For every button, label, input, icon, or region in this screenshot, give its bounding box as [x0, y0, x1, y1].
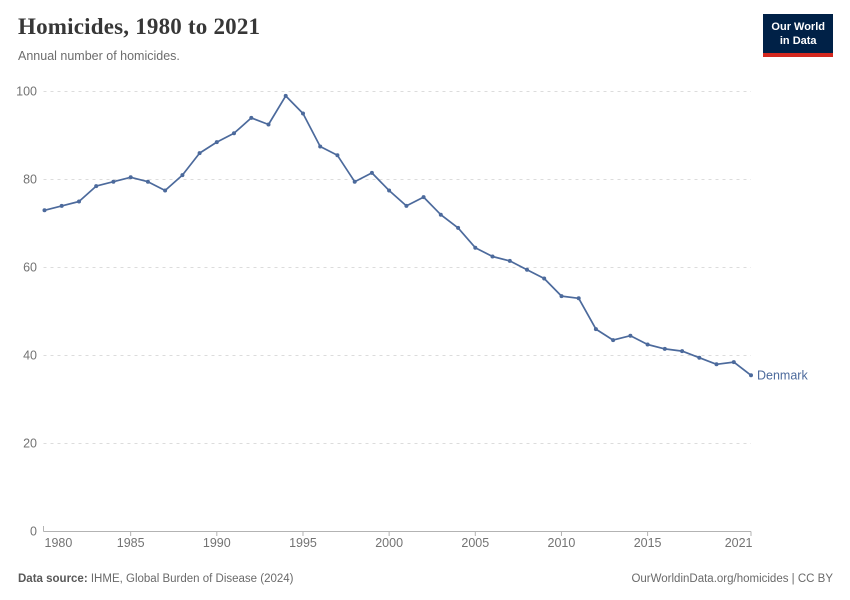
- data-point-2016[interactable]: [662, 346, 667, 351]
- data-point-2002[interactable]: [421, 195, 426, 200]
- data-point-1996[interactable]: [318, 144, 323, 149]
- data-point-1991[interactable]: [232, 131, 236, 136]
- data-point-1987[interactable]: [163, 188, 168, 193]
- data-point-1994[interactable]: [283, 93, 288, 98]
- data-point-2018[interactable]: [697, 355, 702, 360]
- data-point-2011[interactable]: [576, 296, 581, 301]
- data-point-2008[interactable]: [525, 267, 529, 272]
- credit-line: OurWorldinData.org/homicides | CC BY: [631, 573, 833, 585]
- data-point-1998[interactable]: [352, 179, 357, 184]
- data-point-2001[interactable]: [404, 203, 409, 208]
- data-point-1980[interactable]: [42, 208, 47, 213]
- owid-logo-line2: in Data: [779, 35, 817, 48]
- x-tick-label-1995: 1995: [289, 536, 317, 550]
- data-point-1981[interactable]: [59, 203, 64, 208]
- data-point-1993[interactable]: [266, 122, 271, 127]
- owid-logo-line1: Our World: [771, 21, 825, 33]
- data-point-1995[interactable]: [301, 111, 305, 116]
- x-tick-label-2005: 2005: [461, 536, 489, 550]
- data-point-2012[interactable]: [593, 327, 598, 332]
- chart-subtitle: Annual number of homicides.: [18, 49, 180, 63]
- data-point-1999[interactable]: [369, 170, 374, 175]
- data-point-2021[interactable]: [749, 373, 753, 378]
- data-point-2019[interactable]: [714, 362, 719, 367]
- chart-header: Homicides, 1980 to 2021 Annual number of…: [18, 14, 750, 63]
- data-point-1982[interactable]: [77, 199, 81, 204]
- data-point-2009[interactable]: [542, 276, 547, 281]
- series-line-denmark[interactable]: [43, 95, 752, 377]
- y-tick-label-100: 100: [16, 85, 37, 99]
- y-tick-label-40: 40: [23, 349, 37, 363]
- data-point-2006[interactable]: [490, 254, 495, 259]
- y-tick-label-80: 80: [23, 173, 37, 187]
- x-tick-label-1985: 1985: [117, 536, 145, 550]
- x-tick-label-2021: 2021: [725, 536, 753, 550]
- series-end-label[interactable]: Denmark: [757, 369, 808, 383]
- data-point-2003[interactable]: [438, 212, 443, 217]
- data-point-2017[interactable]: [680, 349, 685, 354]
- x-tick-label-2000: 2000: [375, 536, 403, 550]
- data-point-2004[interactable]: [456, 225, 461, 230]
- data-point-1997[interactable]: [335, 153, 340, 158]
- x-tick-label-2015: 2015: [634, 536, 662, 550]
- data-point-1989[interactable]: [197, 151, 202, 156]
- data-source-label: Data source:: [18, 573, 88, 585]
- data-point-2013[interactable]: [611, 338, 616, 343]
- data-point-1983[interactable]: [94, 184, 99, 189]
- data-point-1988[interactable]: [180, 173, 185, 178]
- data-point-2007[interactable]: [507, 258, 512, 263]
- page-title: Homicides, 1980 to 2021: [18, 14, 261, 39]
- chart-footer: Data source: IHME, Global Burden of Dise…: [18, 573, 833, 585]
- data-point-2015[interactable]: [645, 342, 650, 347]
- data-point-2005[interactable]: [473, 245, 478, 250]
- x-tick-label-2010: 2010: [548, 536, 576, 550]
- data-source-text: IHME, Global Burden of Disease (2024): [87, 573, 294, 585]
- x-tick-label-1990: 1990: [203, 536, 231, 550]
- x-tick-label-1980: 1980: [45, 536, 73, 550]
- data-source: Data source: IHME, Global Burden of Dise…: [18, 573, 294, 585]
- data-point-2010[interactable]: [559, 294, 564, 299]
- y-tick-label-20: 20: [23, 437, 37, 451]
- data-point-1992[interactable]: [249, 115, 254, 120]
- data-point-2014[interactable]: [628, 333, 633, 338]
- y-tick-label-0: 0: [30, 525, 37, 539]
- data-point-2000[interactable]: [387, 188, 392, 193]
- y-tick-label-60: 60: [23, 261, 37, 275]
- data-point-1986[interactable]: [145, 179, 150, 184]
- data-point-1990[interactable]: [214, 140, 219, 145]
- data-point-1985[interactable]: [128, 175, 133, 180]
- data-point-2020[interactable]: [731, 360, 736, 365]
- owid-logo: Our World in Data: [763, 14, 833, 57]
- data-point-1984[interactable]: [111, 179, 116, 184]
